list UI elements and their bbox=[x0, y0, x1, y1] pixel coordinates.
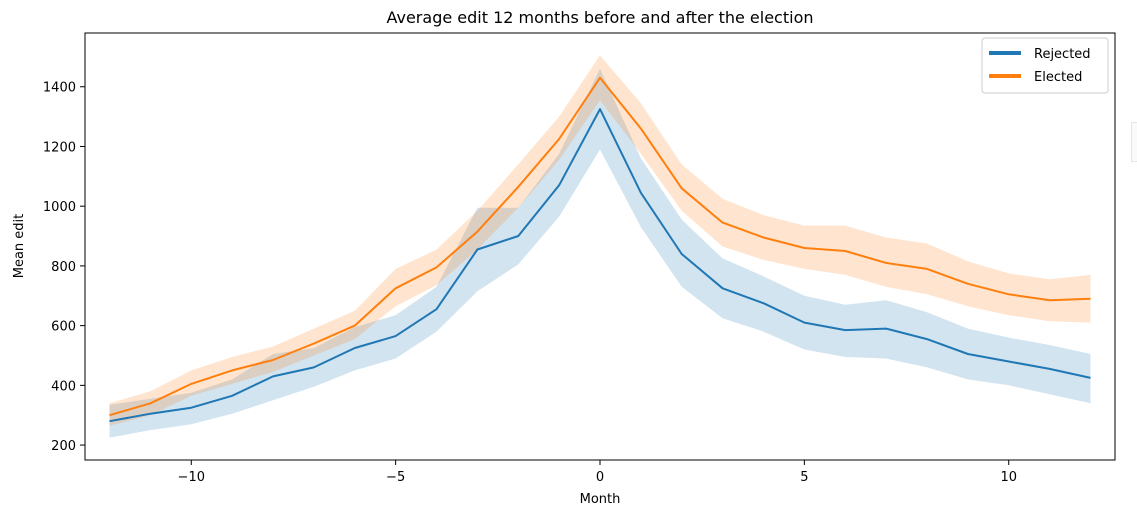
chart-title: Average edit 12 months before and after … bbox=[386, 8, 813, 27]
series-line-rejected bbox=[109, 108, 1091, 423]
y-tick-label: 600 bbox=[51, 320, 76, 335]
side-panel-edge bbox=[1131, 122, 1137, 162]
x-tick-label: 5 bbox=[800, 470, 808, 485]
x-tick-label: 0 bbox=[596, 470, 604, 485]
y-axis-ticks: 200 400 600 800 1000 1200 1400 bbox=[43, 81, 85, 454]
y-tick-label: 1200 bbox=[43, 140, 76, 155]
x-tick-label: −10 bbox=[178, 470, 205, 485]
x-axis-label: Month bbox=[580, 492, 621, 507]
x-tick-label: −5 bbox=[386, 470, 405, 485]
series-line-elected bbox=[109, 76, 1091, 417]
y-tick-label: 200 bbox=[51, 439, 76, 454]
legend: Rejected Elected bbox=[981, 37, 1109, 94]
legend-label-elected: Elected bbox=[1034, 70, 1082, 85]
legend-label-rejected: Rejected bbox=[1034, 47, 1091, 62]
confidence-bands bbox=[109, 55, 1091, 438]
y-tick-label: 1000 bbox=[43, 200, 76, 215]
x-tick-label: 10 bbox=[1000, 470, 1017, 485]
y-axis-label: Mean edit bbox=[12, 214, 27, 279]
y-tick-label: 1400 bbox=[43, 81, 76, 96]
confidence-band-elected bbox=[109, 55, 1091, 426]
y-tick-label: 800 bbox=[51, 260, 76, 275]
x-axis-ticks: −10 −5 0 5 10 bbox=[178, 460, 1017, 485]
y-tick-label: 400 bbox=[51, 379, 76, 394]
confidence-band-rejected bbox=[109, 68, 1091, 438]
series-lines bbox=[109, 76, 1091, 423]
